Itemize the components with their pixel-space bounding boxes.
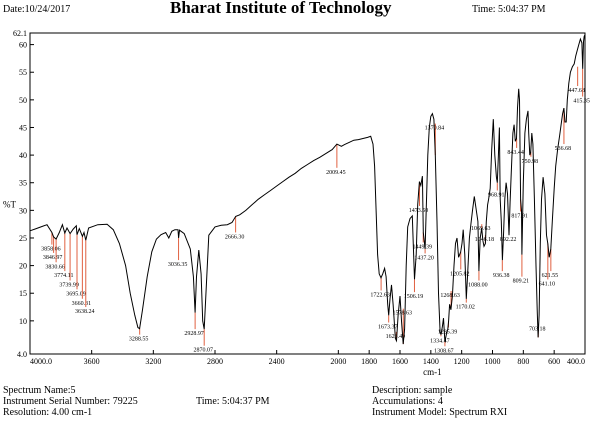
peak-label: 1268.63 [440,293,460,299]
peak-label: 2666.30 [225,234,245,240]
plot-frame [29,32,586,355]
peak-label: 892.22 [500,237,517,243]
peak-label: 703.18 [529,327,546,333]
peak-label: 843.44 [507,150,524,156]
peak-label: 3830.66 [45,264,65,270]
y-tick-label: 40 [19,151,27,160]
x-tick-label: 1800 [361,357,377,366]
peak-label: 1308.67 [434,348,454,354]
peak-label: 3858.06 [41,247,61,253]
peak-label: 3846.97 [43,255,63,261]
peak-label: 1449.39 [412,244,432,250]
y-axis-label: %T [3,200,16,210]
peak-label: 968.91 [488,192,505,198]
peak-label: 1473.50 [409,208,429,214]
header-time: Time: 5:04:37 PM [472,4,546,15]
x-tick-label: 600 [548,357,560,366]
peak-label: 536.68 [555,146,572,152]
y-tick-label: 55 [19,68,27,77]
y-tick-label: 50 [19,96,27,105]
y-tick-label: 25 [19,234,27,243]
footer-accumulations: Accumulations: 4 [372,396,443,407]
peak-label: 1673.37 [378,325,398,331]
footer-spectrum-name: Spectrum Name:5 [3,385,76,396]
x-tick-label: 3600 [84,357,100,366]
peak-label: 2928.97 [184,331,204,337]
peak-label: 1437.20 [414,255,434,261]
y-tick-label: 20 [19,262,27,271]
peak-label: 447.68 [568,88,585,94]
peak-label: 1334.47 [430,338,450,344]
footer-description: Description: sample [372,385,453,396]
peak-label: 817.91 [511,213,528,219]
report-title: Bharat Institute of Technology [170,0,392,17]
peak-label: 3660.31 [72,301,92,307]
peak-label: 1285.39 [438,329,458,335]
y-tick-label: 35 [19,179,27,188]
x-tick-label: 400.0 [567,357,585,366]
y-tick-label: 60 [19,41,27,50]
peak-label: 1205.82 [450,271,470,277]
peak-label: 3695.09 [66,291,86,297]
y-tick-label: 45 [19,123,27,132]
y-tick-label: 15 [19,289,27,298]
y-tick-label: 10 [19,317,27,326]
peak-label: 415.35 [573,99,590,105]
peak-label: 3036.35 [168,262,188,268]
peak-label: 3739.99 [59,283,79,289]
peak-label: 750.98 [522,159,539,165]
peak-label: 936.38 [493,273,510,279]
peak-label: 1506.19 [404,294,424,300]
x-axis-label: cm-1 [423,367,442,377]
peak-label: 3638.24 [75,309,95,315]
peak-label: 621.55 [542,273,559,279]
peak-label: 2009.45 [326,170,346,176]
x-tick-label: 3200 [145,357,161,366]
peak-label: 1170.02 [456,305,475,311]
footer-serial-number: Instrument Serial Number: 79225 [3,396,138,407]
footer-time: Time: 5:04:37 PM [196,396,270,407]
x-tick-label: 2400 [269,357,285,366]
x-tick-label: 1400 [423,357,439,366]
y-tick-label: 62.1 [13,29,27,38]
peak-label: 1088.00 [468,283,488,289]
x-tick-label: 2800 [207,357,223,366]
x-tick-label: 4000.0 [30,357,52,366]
peak-label: 2870.07 [193,348,213,354]
peak-annotations: 3858.06 3846.97 3830.66 3774.11 3739.99 3695.… [41,66,590,354]
peak-label: 1578.63 [393,311,413,317]
x-tick-label: 2000 [330,357,346,366]
peak-label: 3774.11 [54,273,73,279]
x-tick-label: 1000 [485,357,501,366]
peak-label: 809.21 [513,279,530,285]
y-tick-label: 4.0 [17,350,27,359]
peak-label: 1046.18 [475,237,495,243]
footer-instrument-model: Instrument Model: Spectrum RXI [372,407,508,418]
peak-label: 3288.55 [129,337,149,343]
peak-label: 1069.63 [471,226,491,232]
header-date: Date:10/24/2017 [3,4,71,15]
x-tick-label: 800 [517,357,529,366]
y-tick-label: 30 [19,206,27,215]
footer-resolution: Resolution: 4.00 cm-1 [3,407,93,418]
peak-label: 641.10 [539,281,556,287]
x-tick-label: 1200 [454,357,470,366]
spectrum-line [29,34,586,345]
peak-label: 1722.63 [370,292,390,298]
x-tick-label: 1600 [392,357,408,366]
